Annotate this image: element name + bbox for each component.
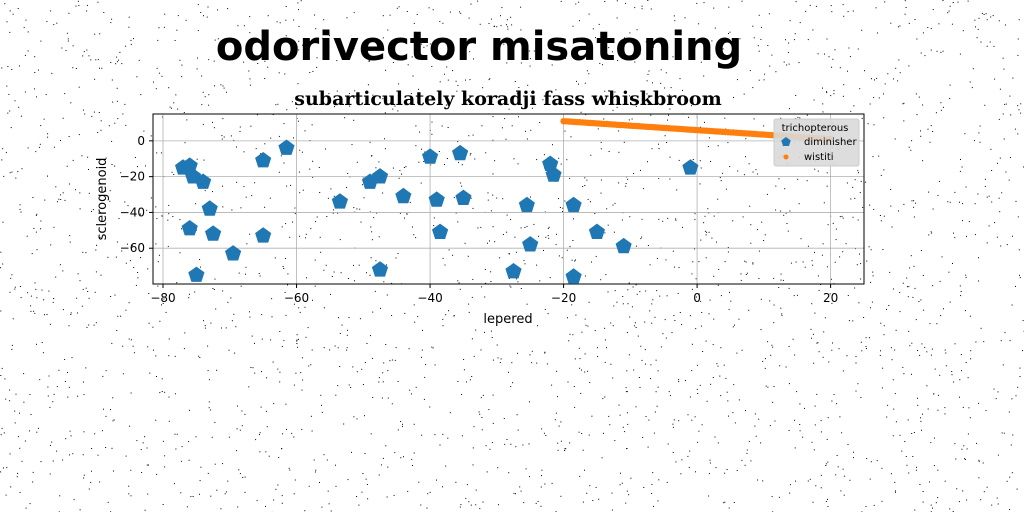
diminisher-point	[395, 187, 412, 204]
x-tick-label: 20	[823, 291, 838, 305]
diminisher-point	[505, 263, 522, 279]
legend-marker-diminisher	[781, 137, 791, 146]
diminisher-point	[565, 196, 582, 213]
chart-title: subarticulately koradji fass whiskbroom	[294, 88, 721, 110]
diminisher-point	[188, 266, 205, 282]
diminisher-point	[205, 225, 222, 241]
diminisher-point	[371, 168, 389, 184]
legend: trichopterous diminisher wistiti	[773, 118, 860, 167]
diminisher-point	[201, 200, 218, 216]
legend-marker-wistiti	[783, 154, 789, 160]
x-tick-label: 0	[693, 291, 701, 305]
legend-box	[773, 118, 860, 167]
diminisher-point	[545, 166, 562, 182]
diminisher-point	[455, 189, 472, 205]
y-tick-label: −20	[120, 170, 145, 184]
plot-area	[152, 113, 865, 285]
data-series	[175, 118, 834, 284]
diminisher-point	[682, 159, 699, 175]
x-tick-label: −20	[551, 291, 576, 305]
y-tick-label: −60	[120, 241, 145, 255]
legend-label-diminisher: diminisher	[804, 137, 857, 148]
diminisher-point	[225, 245, 242, 261]
diminisher-point	[422, 148, 439, 164]
grid-lines	[153, 114, 864, 284]
x-tick-label: −60	[284, 291, 309, 305]
diminisher-point	[331, 193, 348, 209]
axis-ticks: −80 −60 −40 −20 0 20 0 −20 −40 −60	[120, 134, 839, 305]
y-axis-label: sclerogenoid	[95, 158, 110, 241]
legend-title: trichopterous	[782, 123, 849, 134]
diminisher-point	[255, 152, 272, 168]
diminisher-point	[522, 236, 539, 252]
diminisher-point	[615, 237, 632, 254]
x-tick-label: −40	[417, 291, 442, 305]
legend-label-wistiti: wistiti	[804, 152, 834, 163]
x-tick-label: −80	[150, 291, 175, 305]
diminisher-point	[255, 227, 272, 243]
diminisher-point	[181, 220, 198, 236]
y-tick-label: 0	[137, 134, 145, 148]
diminisher-point	[452, 144, 469, 161]
diminisher-point	[278, 139, 295, 155]
y-tick-label: −40	[120, 205, 145, 219]
chart-suptitle: odorivector misatoning	[216, 24, 742, 70]
diminisher-point	[371, 261, 389, 277]
diminisher-point	[518, 196, 535, 213]
diminisher-point	[432, 223, 449, 239]
diminisher-point	[428, 191, 445, 207]
diminisher-point	[565, 268, 582, 284]
diminisher-point	[588, 223, 605, 239]
x-axis-label: lepered	[483, 312, 532, 327]
diminisher-point	[195, 173, 212, 189]
